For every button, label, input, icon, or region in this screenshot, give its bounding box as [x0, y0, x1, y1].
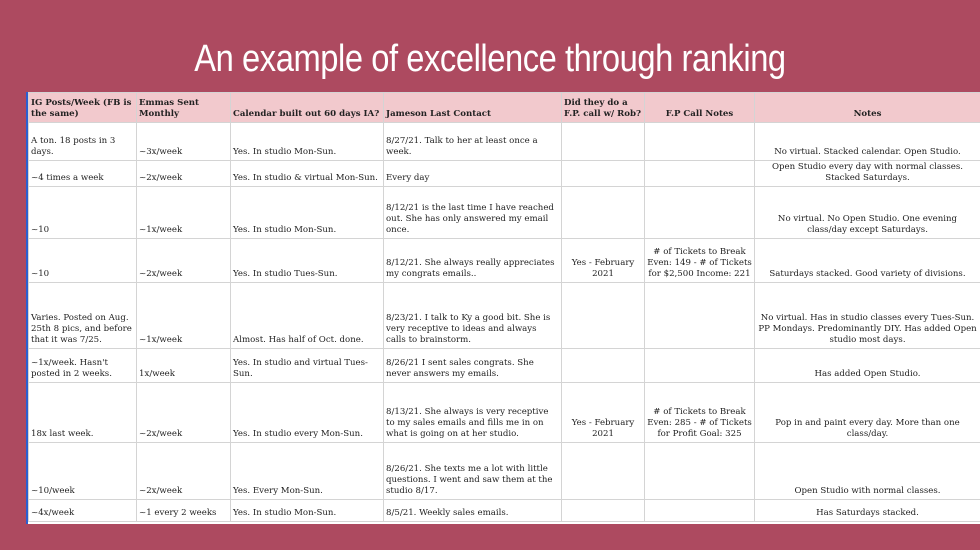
column-header: Jameson Last Contact: [383, 92, 562, 123]
table-row: ~10 ~1x/week Yes. In studio Mon-Sun. 8/1…: [28, 186, 980, 239]
table-row: ~4 times a week ~2x/week Yes. In studio …: [28, 160, 980, 187]
table-cell[interactable]: No virtual. Has in studio classes every …: [754, 282, 980, 349]
table-cell[interactable]: Almost. Has half of Oct. done.: [230, 282, 384, 349]
table-cell[interactable]: [561, 160, 645, 187]
table-row: 18x last week. ~2x/week Yes. In studio e…: [28, 382, 980, 443]
table-cell[interactable]: 8/12/21 is the last time I have reached …: [383, 186, 562, 239]
table-cell[interactable]: 18x last week.: [28, 382, 137, 443]
column-header: F.P Call Notes: [644, 92, 755, 123]
table-cell[interactable]: [644, 186, 755, 239]
table-cell[interactable]: 8/13/21. She always is very receptive to…: [383, 382, 562, 443]
table-cell[interactable]: Yes - February 2021: [561, 238, 645, 283]
table-row: Varies. Posted on Aug. 25th 8 pics, and …: [28, 282, 980, 349]
table-cell[interactable]: Yes. In studio Tues-Sun.: [230, 238, 384, 283]
table-cell[interactable]: ~2x/week: [136, 160, 231, 187]
table-cell[interactable]: [644, 282, 755, 349]
table-cell[interactable]: Yes. In studio & virtual Mon-Sun.: [230, 160, 384, 187]
table-cell[interactable]: Yes. Every Mon-Sun.: [230, 442, 384, 500]
column-header: Notes: [754, 92, 980, 123]
table-cell[interactable]: Open Studio with normal classes.: [754, 442, 980, 500]
table-cell[interactable]: Yes. In studio Mon-Sun.: [230, 122, 384, 161]
table-cell[interactable]: Saturdays stacked. Good variety of divis…: [754, 238, 980, 283]
table-cell[interactable]: ~10/week: [28, 442, 137, 500]
table-cell[interactable]: Has added Open Studio.: [754, 348, 980, 383]
table-cell[interactable]: ~2x/week: [136, 382, 231, 443]
table-cell[interactable]: 8/27/21. Talk to her at least once a wee…: [383, 122, 562, 161]
table-cell[interactable]: ~10: [28, 238, 137, 283]
table-cell[interactable]: # of Tickets to Break Even: 285 - # of T…: [644, 382, 755, 443]
table-cell[interactable]: ~2x/week: [136, 238, 231, 283]
table-cell[interactable]: Yes. In studio every Mon-Sun.: [230, 382, 384, 443]
table-row: ~10/week ~2x/week Yes. Every Mon-Sun. 8/…: [28, 442, 980, 500]
table-cell[interactable]: [644, 499, 755, 522]
table-cell[interactable]: A ton. 18 posts in 3 days.: [28, 122, 137, 161]
header-row: IG Posts/Week (FB is the same) Emmas Sen…: [28, 92, 980, 123]
table-cell[interactable]: Open Studio every day with normal classe…: [754, 160, 980, 187]
table-row: ~4x/week ~1 every 2 weeks Yes. In studio…: [28, 499, 980, 522]
table-cell[interactable]: [561, 122, 645, 161]
column-header: IG Posts/Week (FB is the same): [28, 92, 137, 123]
table-cell[interactable]: Pop in and paint every day. More than on…: [754, 382, 980, 443]
table-cell[interactable]: # of Tickets to Break Even: 149 - # of T…: [644, 238, 755, 283]
table-cell[interactable]: ~1 every 2 weeks: [136, 499, 231, 522]
table-cell[interactable]: [561, 186, 645, 239]
table-row: A ton. 18 posts in 3 days. ~3x/week Yes.…: [28, 122, 980, 161]
table-cell[interactable]: Varies. Posted on Aug. 25th 8 pics, and …: [28, 282, 137, 349]
table-cell[interactable]: [561, 348, 645, 383]
table-cell[interactable]: ~1x/week: [136, 282, 231, 349]
table-cell[interactable]: [561, 282, 645, 349]
column-header: Calendar built out 60 days IA?: [230, 92, 384, 123]
table-cell[interactable]: [561, 442, 645, 500]
table-cell[interactable]: Yes. In studio and virtual Tues-Sun.: [230, 348, 384, 383]
table-cell[interactable]: 8/5/21. Weekly sales emails.: [383, 499, 562, 522]
table-cell[interactable]: ~2x/week: [136, 442, 231, 500]
table-cell[interactable]: [644, 160, 755, 187]
table-cell[interactable]: No virtual. Stacked calendar. Open Studi…: [754, 122, 980, 161]
table-cell[interactable]: [644, 122, 755, 161]
table-cell[interactable]: 8/26/21. She texts me a lot with little …: [383, 442, 562, 500]
table-cell[interactable]: ~3x/week: [136, 122, 231, 161]
table-cell[interactable]: ~4 times a week: [28, 160, 137, 187]
table-cell[interactable]: ~1x/week: [136, 186, 231, 239]
slide-title: An example of excellence through ranking: [194, 38, 786, 80]
table-cell[interactable]: Every day: [383, 160, 562, 187]
table-row: ~10 ~2x/week Yes. In studio Tues-Sun. 8/…: [28, 238, 980, 283]
column-header: Did they do a F.P. call w/ Rob?: [561, 92, 645, 123]
table-cell[interactable]: 8/12/21. She always really appreciates m…: [383, 238, 562, 283]
table-cell[interactable]: [561, 499, 645, 522]
ranking-table: IG Posts/Week (FB is the same) Emmas Sen…: [28, 92, 980, 522]
table-cell[interactable]: Yes - February 2021: [561, 382, 645, 443]
table-cell[interactable]: ~1x/week. Hasn't posted in 2 weeks.: [28, 348, 137, 383]
table-cell[interactable]: No virtual. No Open Studio. One evening …: [754, 186, 980, 239]
table-cell[interactable]: 1x/week: [136, 348, 231, 383]
table-cell[interactable]: 8/26/21 I sent sales congrats. She never…: [383, 348, 562, 383]
table-cell[interactable]: Yes. In studio Mon-Sun.: [230, 499, 384, 522]
table-cell[interactable]: ~4x/week: [28, 499, 137, 522]
table-cell[interactable]: ~10: [28, 186, 137, 239]
table-cell[interactable]: Has Saturdays stacked.: [754, 499, 980, 522]
table-cell[interactable]: Yes. In studio Mon-Sun.: [230, 186, 384, 239]
table-cell[interactable]: [644, 442, 755, 500]
spreadsheet: IG Posts/Week (FB is the same) Emmas Sen…: [26, 92, 980, 524]
table-cell[interactable]: [644, 348, 755, 383]
column-header: Emmas Sent Monthly: [136, 92, 231, 123]
table-cell[interactable]: 8/23/21. I talk to Ky a good bit. She is…: [383, 282, 562, 349]
table-row: ~1x/week. Hasn't posted in 2 weeks. 1x/w…: [28, 348, 980, 383]
